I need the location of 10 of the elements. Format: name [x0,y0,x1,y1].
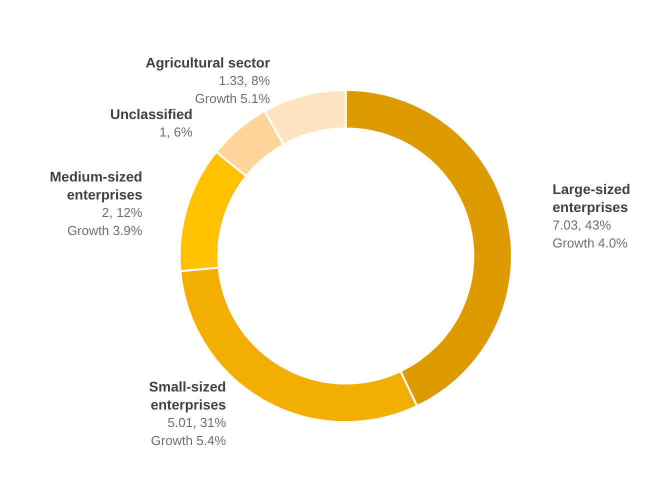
slice-label: Agricultural sector [146,54,271,71]
data-label: 7.03, 43% Growth 4.0% [552,218,628,251]
slice-label: Medium-sized enterprises [50,168,143,203]
data-label: 2, 12% Growth 3.9% [67,205,143,238]
slice-label: Unclassified [110,106,193,122]
slice-label: Large-sized enterprises [552,181,630,216]
data-label: 5.01, 31% Growth 5.4% [150,414,227,448]
slice-label: Small-sized enterprises [149,378,226,412]
data-label: 1, 6% [159,124,194,140]
data-label: 1.33, 8% Growth 5.1% [194,73,270,106]
